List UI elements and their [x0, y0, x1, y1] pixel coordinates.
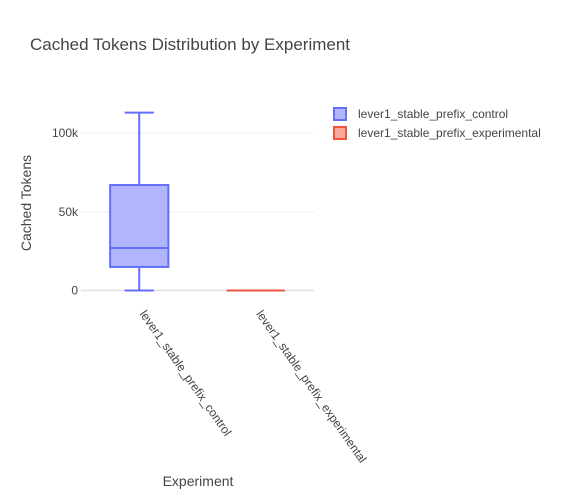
legend-label: lever1_stable_prefix_experimental [358, 126, 541, 140]
y-axis-ticks: 0 50k 100k [52, 126, 79, 297]
legend-item-1[interactable]: lever1_stable_prefix_control [333, 107, 508, 121]
x-axis-title: Experiment [163, 473, 234, 489]
x-tick-label: lever1_stable_prefix_control [137, 308, 235, 439]
y-axis-title: Cached Tokens [18, 155, 34, 251]
y-tick-label: 50k [59, 205, 79, 219]
y-tick-label: 0 [71, 284, 78, 298]
boxes [109, 111, 285, 292]
legend-label: lever1_stable_prefix_control [358, 107, 508, 121]
legend-item-2[interactable]: lever1_stable_prefix_experimental [333, 126, 541, 140]
iqr-box [109, 184, 170, 268]
box-lever1_stable_prefix_control [109, 111, 170, 292]
legend-swatch [333, 107, 347, 121]
legend-swatch [333, 126, 347, 140]
chart-title: Cached Tokens Distribution by Experiment [30, 35, 350, 54]
x-axis-ticks: lever1_stable_prefix_control lever1_stabl… [137, 308, 370, 466]
x-tick-label: lever1_stable_prefix_experimental [253, 308, 369, 466]
legend[interactable]: lever1_stable_prefix_control lever1_stabl… [333, 107, 541, 140]
y-tick-label: 100k [52, 126, 79, 140]
